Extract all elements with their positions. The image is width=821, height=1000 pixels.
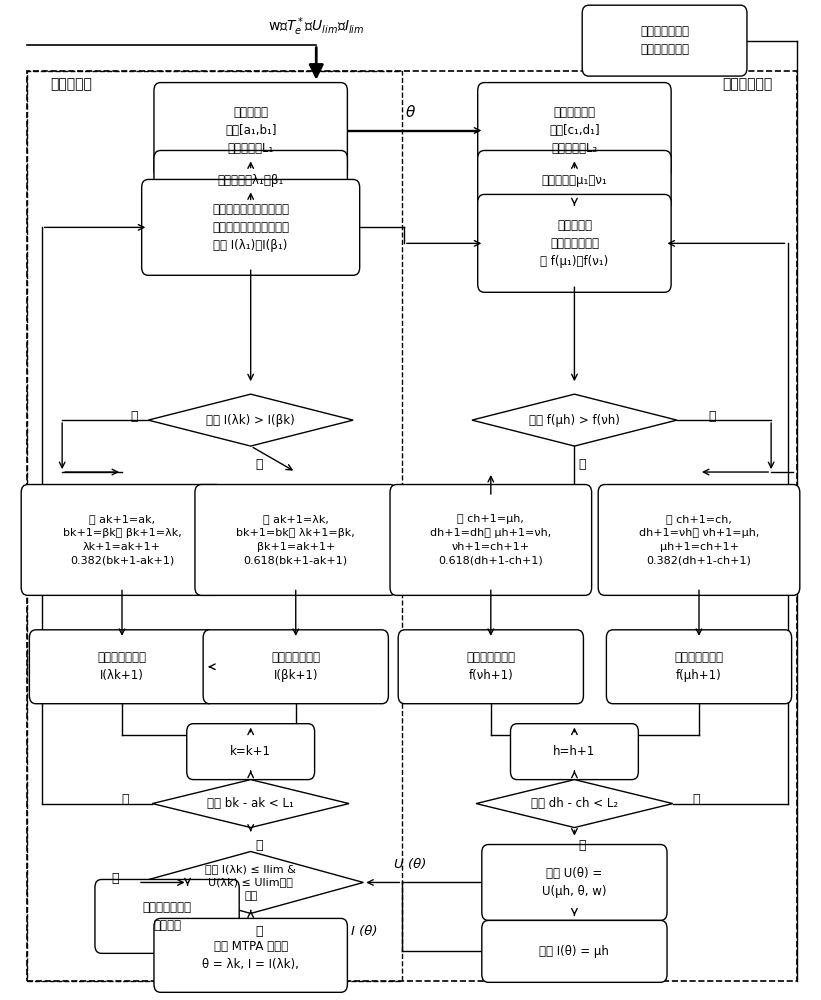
Text: 计算试探点λ₁、β₁: 计算试探点λ₁、β₁ <box>218 174 284 187</box>
FancyBboxPatch shape <box>154 918 347 992</box>
Text: 否: 否 <box>709 410 716 423</box>
FancyBboxPatch shape <box>582 5 747 76</box>
FancyBboxPatch shape <box>154 83 347 178</box>
Text: 判断 bk - ak < L₁: 判断 bk - ak < L₁ <box>207 797 294 810</box>
Polygon shape <box>149 394 353 446</box>
Text: k=k+1: k=k+1 <box>230 745 271 758</box>
Polygon shape <box>472 394 677 446</box>
Text: U (θ): U (θ) <box>394 858 427 871</box>
Text: 嵌套电流幅値迭代循环，
计算试探点对应的目标函
数値 I(λ₁)、I(β₁): 嵌套电流幅値迭代循环， 计算试探点对应的目标函 数値 I(λ₁)、I(β₁) <box>212 203 289 252</box>
Text: 计算目标函数値
f(νh+1): 计算目标函数値 f(νh+1) <box>466 651 516 682</box>
Polygon shape <box>476 780 672 828</box>
Text: 否: 否 <box>122 793 129 806</box>
FancyBboxPatch shape <box>607 630 791 704</box>
Text: 计算 U(θ) =
U(μh, θ, w): 计算 U(θ) = U(μh, θ, w) <box>542 867 607 898</box>
Text: 是: 是 <box>255 925 263 938</box>
Text: θ: θ <box>406 105 415 120</box>
Polygon shape <box>153 780 349 828</box>
FancyBboxPatch shape <box>398 630 584 704</box>
Text: 电流角迭代: 电流角迭代 <box>50 78 92 92</box>
Text: 输出 I(θ) = μh: 输出 I(θ) = μh <box>539 945 609 958</box>
Text: 是: 是 <box>255 839 263 852</box>
Text: 判断 dh - ch < L₂: 判断 dh - ch < L₂ <box>531 797 618 810</box>
Text: 计算目标函数値
f(μh+1): 计算目标函数値 f(μh+1) <box>675 651 723 682</box>
FancyBboxPatch shape <box>478 194 671 292</box>
Text: h=h+1: h=h+1 <box>553 745 595 758</box>
FancyBboxPatch shape <box>203 630 388 704</box>
Text: 是: 是 <box>579 458 586 471</box>
Polygon shape <box>138 852 364 913</box>
FancyBboxPatch shape <box>21 485 222 595</box>
Text: 电流角初値
区间[a₁,b₁]
及精度要求L₁: 电流角初値 区间[a₁,b₁] 及精度要求L₁ <box>225 106 277 155</box>
Text: 电机非线性负载
交直轴磁链模型: 电机非线性负载 交直轴磁链模型 <box>640 25 689 56</box>
Text: 令 ch+1=μh,
dh+1=dh， μh+1=νh,
νh+1=ch+1+
0.618(dh+1-ch+1): 令 ch+1=μh, dh+1=dh， μh+1=νh, νh+1=ch+1+ … <box>430 514 552 566</box>
Text: 判断 I(λk) ≤ Ilim &
U(λk) ≤ Ulim是否
成立: 判断 I(λk) ≤ Ilim & U(λk) ≤ Ulim是否 成立 <box>205 864 296 901</box>
Text: 电流幅値迭代: 电流幅値迭代 <box>722 78 773 92</box>
Text: w、$T_e^*$、$U_{lim}$、$I_{lim}$: w、$T_e^*$、$U_{lim}$、$I_{lim}$ <box>268 15 365 38</box>
FancyBboxPatch shape <box>482 845 667 920</box>
FancyBboxPatch shape <box>95 879 239 953</box>
FancyBboxPatch shape <box>154 150 347 210</box>
Text: 判断 I(λk) > I(βk): 判断 I(λk) > I(βk) <box>206 414 295 427</box>
FancyBboxPatch shape <box>195 485 397 595</box>
FancyBboxPatch shape <box>482 920 667 982</box>
Text: 令 ak+1=ak,
bk+1=βk， βk+1=λk,
λk+1=ak+1+
0.382(bk+1-ak+1): 令 ak+1=ak, bk+1=βk， βk+1=λk, λk+1=ak+1+ … <box>62 514 181 566</box>
FancyBboxPatch shape <box>390 485 592 595</box>
Text: 电流幅値初値
区间[c₁,d₁]
及精度要求L₂: 电流幅値初値 区间[c₁,d₁] 及精度要求L₂ <box>549 106 599 155</box>
Text: 计算目标函数値
I(βk+1): 计算目标函数値 I(βk+1) <box>271 651 320 682</box>
FancyBboxPatch shape <box>478 83 671 178</box>
FancyBboxPatch shape <box>30 630 214 704</box>
FancyBboxPatch shape <box>511 724 639 780</box>
FancyBboxPatch shape <box>478 150 671 210</box>
Text: 令 ch+1=ch,
dh+1=νh， νh+1=μh,
μh+1=ch+1+
0.382(dh+1-ch+1): 令 ch+1=ch, dh+1=νh， νh+1=μh, μh+1=ch+1+ … <box>639 514 759 566</box>
Text: 否: 否 <box>692 793 699 806</box>
Text: 判断 f(μh) > f(νh): 判断 f(μh) > f(νh) <box>529 414 620 427</box>
Text: 令 ak+1=λk,
bk+1=bk， λk+1=βk,
βk+1=ak+1+
0.618(bk+1-ak+1): 令 ak+1=λk, bk+1=bk， λk+1=βk, βk+1=ak+1+ … <box>236 514 355 566</box>
Text: 否: 否 <box>112 872 119 885</box>
Text: 计算试探点
对应的目标函数
値 f(μ₁)、f(ν₁): 计算试探点 对应的目标函数 値 f(μ₁)、f(ν₁) <box>540 219 608 268</box>
Text: 重新输入转矩、
转速指令: 重新输入转矩、 转速指令 <box>143 901 191 932</box>
Text: 输出 MTPA 轨迹：
θ = λk, I = I(λk),: 输出 MTPA 轨迹： θ = λk, I = I(λk), <box>202 940 299 971</box>
Text: 计算试探点μ₁、ν₁: 计算试探点μ₁、ν₁ <box>542 174 608 187</box>
FancyBboxPatch shape <box>142 179 360 275</box>
FancyBboxPatch shape <box>599 485 800 595</box>
Text: 计算目标函数値
I(λk+1): 计算目标函数値 I(λk+1) <box>98 651 146 682</box>
Text: 是: 是 <box>579 839 586 852</box>
Text: 否: 否 <box>131 410 138 423</box>
Text: 是: 是 <box>255 458 263 471</box>
Text: I (θ): I (θ) <box>351 925 378 938</box>
FancyBboxPatch shape <box>186 724 314 780</box>
